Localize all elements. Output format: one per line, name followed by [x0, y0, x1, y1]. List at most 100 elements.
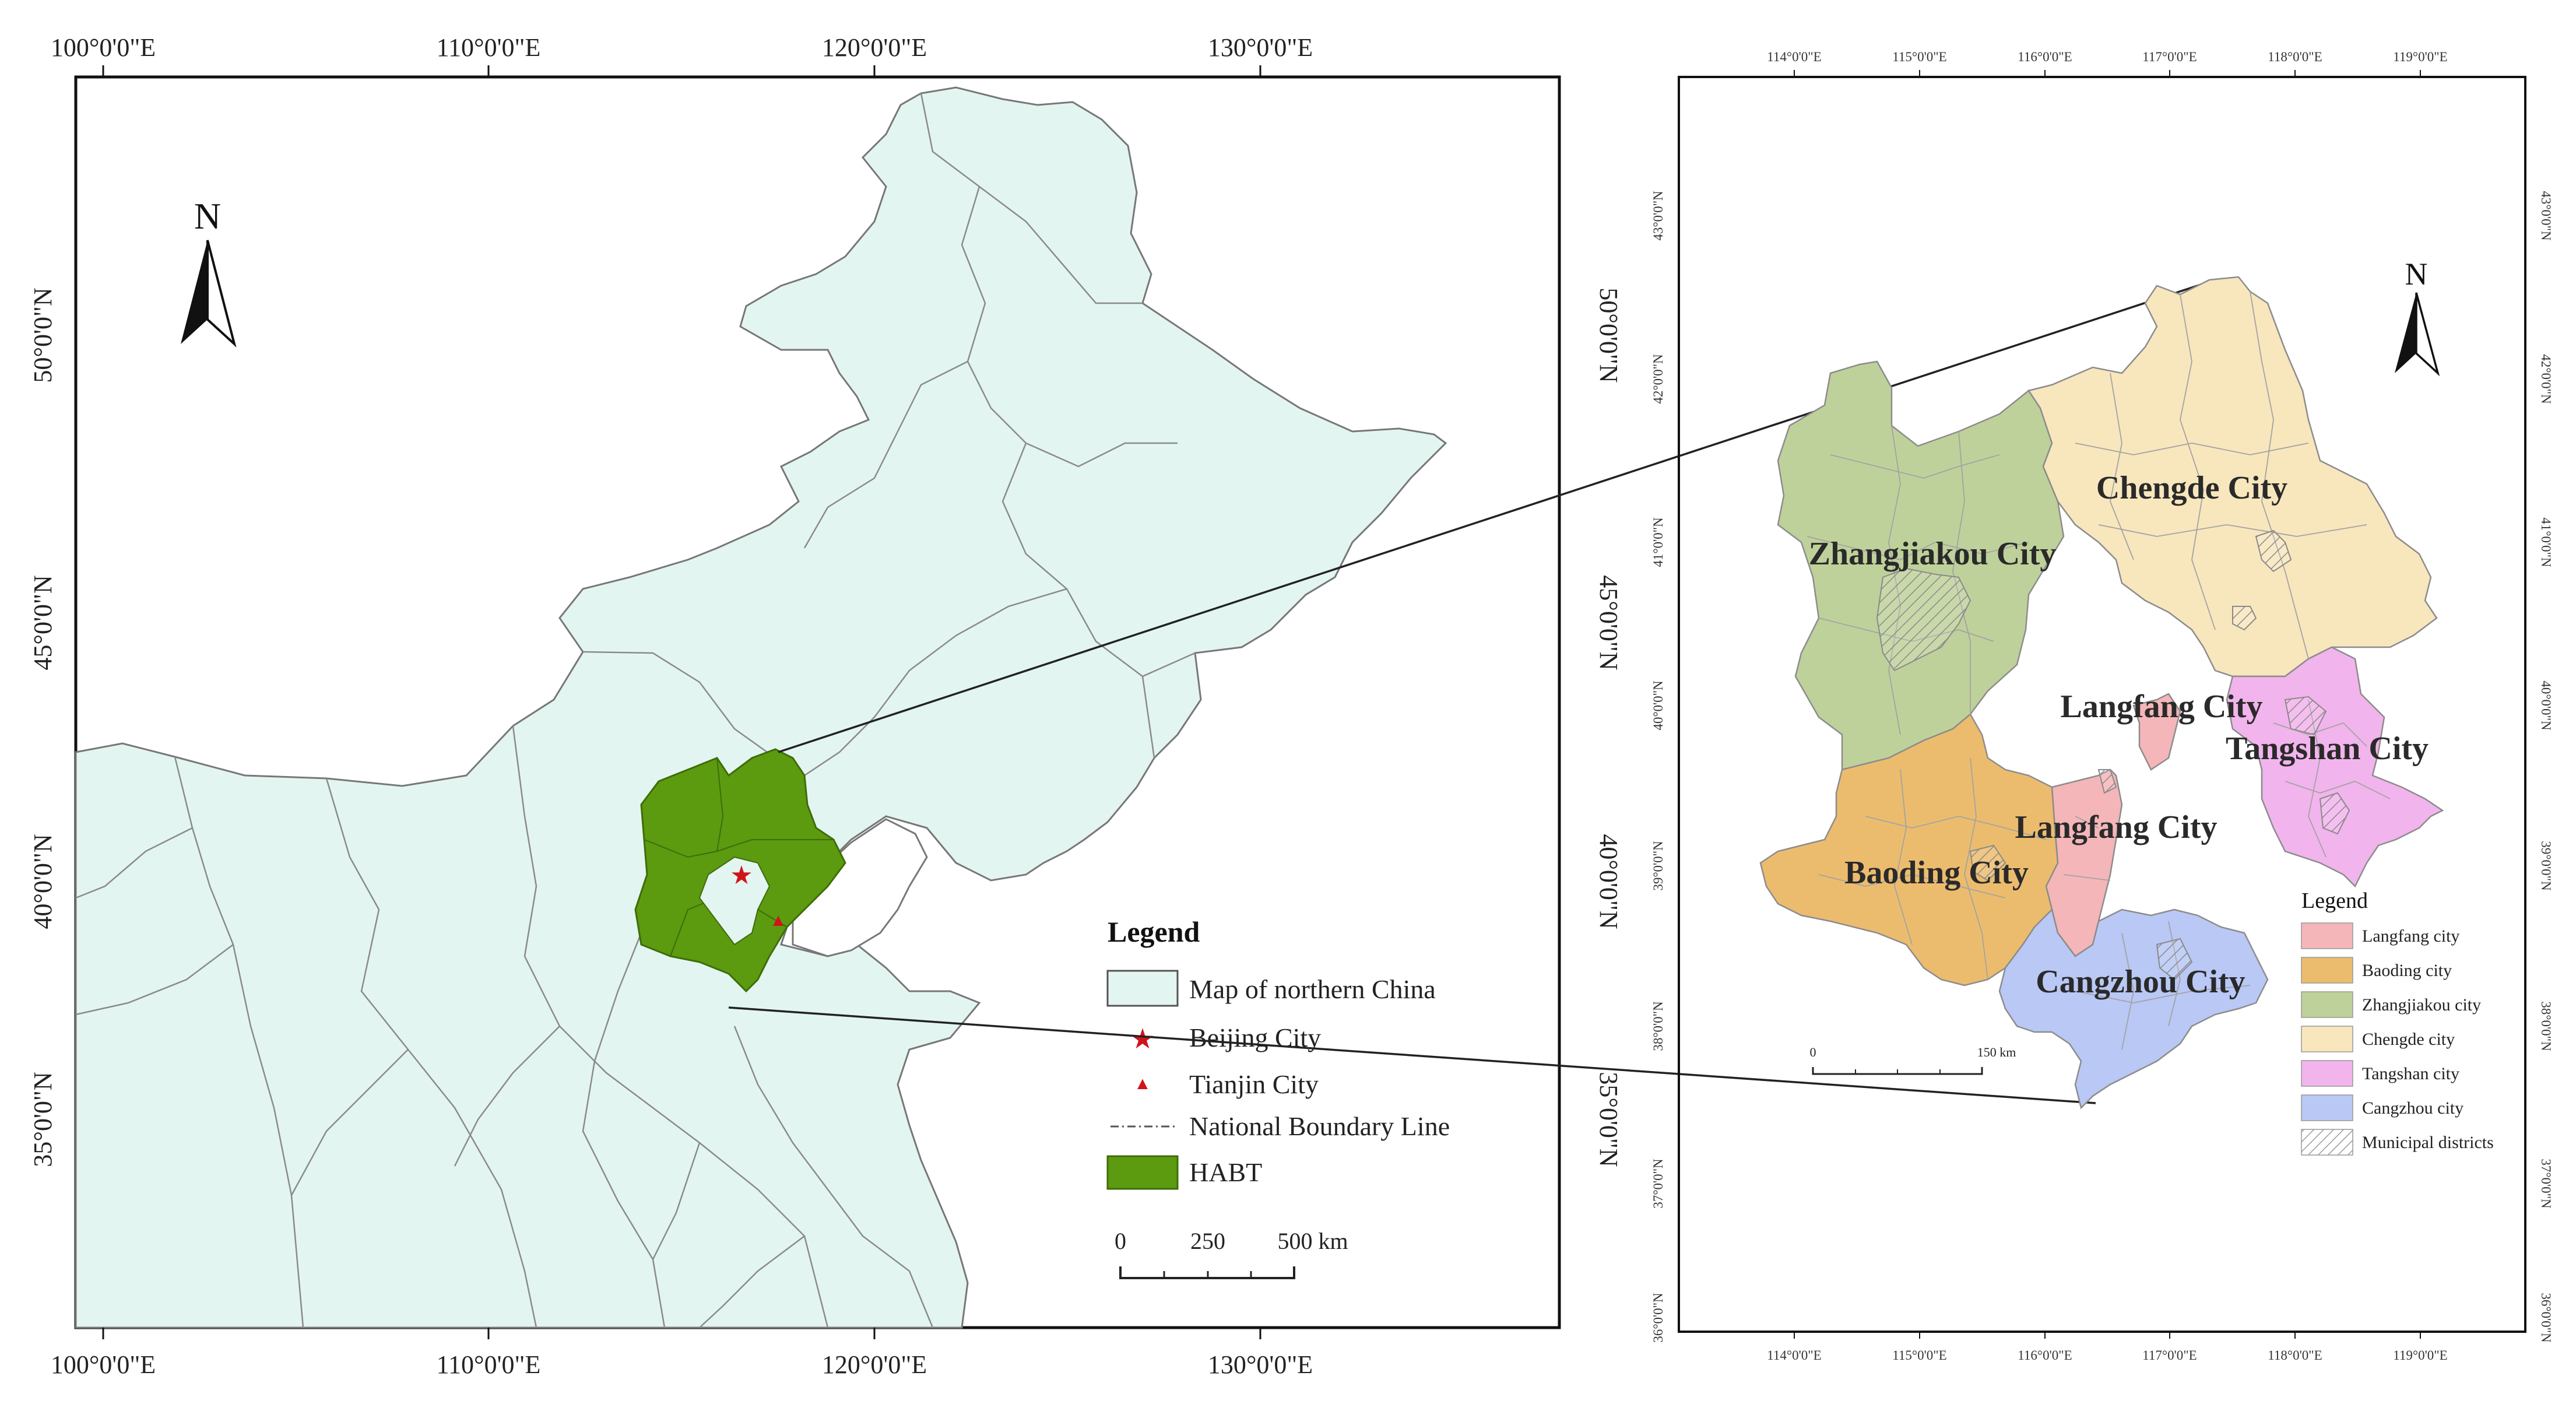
- legend-swatch-cangzhou: [2301, 1094, 2353, 1121]
- right-map-right-lat-labels: 43°0'0"N 42°0'0"N 41°0'0"N 40°0'0"N 39°0…: [2539, 191, 2553, 1343]
- svg-text:250: 250: [1190, 1228, 1225, 1254]
- svg-text:45°0'0"N: 45°0'0"N: [1594, 575, 1623, 670]
- city-labels: Chengde City Zhangjiakou City Langfang C…: [1809, 470, 2429, 1000]
- legend-triangle-icon: ▲: [1134, 1074, 1151, 1093]
- svg-text:118°0'0"E: 118°0'0"E: [2268, 50, 2322, 64]
- svg-text:40°0'0"N: 40°0'0"N: [1594, 834, 1623, 929]
- svg-text:114°0'0"E: 114°0'0"E: [1767, 1348, 1821, 1363]
- north-arrow-left: N: [181, 195, 237, 348]
- legend-label-cangzhou: Cangzhou city: [2362, 1098, 2463, 1118]
- left-legend: Legend Map of northern China ★ Beijing C…: [1106, 915, 1450, 1190]
- svg-text:119°0'0"E: 119°0'0"E: [2393, 50, 2447, 64]
- svg-text:35°0'0"N: 35°0'0"N: [29, 1072, 57, 1167]
- legend-swatch-habt: [1106, 1155, 1179, 1190]
- municipal-districts: [1876, 529, 2350, 981]
- left-top-lon-labels: 100°0'0"E 110°0'0"E 120°0'0"E 130°0'0"E: [51, 33, 1313, 62]
- zhangjiakou-region: [1777, 360, 2065, 771]
- tangshan-region: [2226, 646, 2444, 888]
- svg-text:39°0'0"N: 39°0'0"N: [2539, 841, 2553, 891]
- tianjin-triangle-marker: ▲: [769, 911, 787, 930]
- legend-swatch-zhangjiakou: [2301, 991, 2353, 1018]
- label-langfang-north: Langfang City: [2061, 689, 2263, 725]
- langfang-north-region: [2132, 693, 2181, 771]
- legend-label-langfang: Langfang city: [2362, 926, 2459, 946]
- svg-text:120°0'0"E: 120°0'0"E: [822, 33, 927, 62]
- right-legend-title: Legend: [2301, 889, 2368, 913]
- habt-internal-boundaries: [644, 757, 834, 957]
- svg-text:36°0'0"N: 36°0'0"N: [1651, 1293, 1665, 1343]
- svg-text:40°0'0"N: 40°0'0"N: [1651, 680, 1665, 731]
- svg-text:100°0'0"E: 100°0'0"E: [51, 1350, 156, 1379]
- svg-text:130°0'0"E: 130°0'0"E: [1208, 33, 1313, 62]
- svg-text:40°0'0"N: 40°0'0"N: [29, 834, 57, 929]
- svg-text:43°0'0"N: 43°0'0"N: [2539, 191, 2553, 241]
- cangzhou-region: [1998, 908, 2269, 1110]
- svg-text:45°0'0"N: 45°0'0"N: [29, 575, 57, 670]
- svg-text:40°0'0"N: 40°0'0"N: [2539, 680, 2553, 731]
- legend-label-baoding: Baoding city: [2362, 961, 2452, 980]
- legend-label-municipal-districts: Municipal districts: [2362, 1133, 2494, 1152]
- label-baoding: Baoding City: [1844, 855, 2029, 891]
- left-lat-labels: 50°0'0"N 45°0'0"N 40°0'0"N 35°0'0"N: [29, 287, 57, 1167]
- legend-swatch-northern-china: [1106, 970, 1179, 1007]
- beijing-star-marker: ★: [730, 861, 753, 890]
- svg-text:39°0'0"N: 39°0'0"N: [1651, 841, 1665, 891]
- svg-text:118°0'0"E: 118°0'0"E: [2268, 1348, 2322, 1363]
- svg-text:100°0'0"E: 100°0'0"E: [51, 33, 156, 62]
- legend-label-habt: HABT: [1189, 1157, 1262, 1187]
- right-top-lon-labels: 114°0'0"E 115°0'0"E 116°0'0"E 117°0'0"E …: [1767, 50, 2447, 64]
- svg-text:110°0'0"E: 110°0'0"E: [437, 1350, 541, 1379]
- svg-text:N: N: [194, 195, 221, 237]
- legend-swatch-municipal-districts: [2301, 1129, 2353, 1156]
- svg-text:41°0'0"N: 41°0'0"N: [1651, 517, 1665, 567]
- svg-text:116°0'0"E: 116°0'0"E: [2018, 1348, 2072, 1363]
- legend-label-boundary: National Boundary Line: [1189, 1111, 1450, 1141]
- svg-text:38°0'0"N: 38°0'0"N: [1651, 1001, 1665, 1051]
- svg-text:119°0'0"E: 119°0'0"E: [2393, 1348, 2447, 1363]
- left-bottom-lon-labels: 100°0'0"E 110°0'0"E 120°0'0"E 130°0'0"E: [51, 1350, 1313, 1379]
- bohai-sea: [792, 818, 928, 957]
- svg-text:150 km: 150 km: [1977, 1045, 2016, 1059]
- svg-text:130°0'0"E: 130°0'0"E: [1208, 1350, 1313, 1379]
- beijing-tianjin-area: [698, 856, 771, 946]
- svg-text:0: 0: [1115, 1228, 1126, 1254]
- legend-swatch-langfang: [2301, 922, 2353, 949]
- svg-text:50°0'0"N: 50°0'0"N: [29, 287, 57, 382]
- svg-text:43°0'0"N: 43°0'0"N: [1651, 191, 1665, 241]
- svg-text:41°0'0"N: 41°0'0"N: [2539, 517, 2553, 567]
- svg-text:114°0'0"E: 114°0'0"E: [1767, 50, 1821, 64]
- svg-text:115°0'0"E: 115°0'0"E: [1892, 1348, 1946, 1363]
- svg-text:35°0'0"N: 35°0'0"N: [1594, 1072, 1623, 1167]
- svg-text:120°0'0"E: 120°0'0"E: [822, 1350, 927, 1379]
- legend-label-tianjin: Tianjin City: [1189, 1069, 1319, 1099]
- svg-text:42°0'0"N: 42°0'0"N: [2539, 354, 2553, 404]
- right-map-frame: [1678, 76, 2526, 1333]
- label-cangzhou: Cangzhou City: [2036, 964, 2245, 1000]
- legend-star-icon: ★: [1130, 1024, 1155, 1055]
- province-boundaries: [75, 93, 1196, 1328]
- svg-text:37°0'0"N: 37°0'0"N: [2539, 1159, 2553, 1209]
- north-arrow-right: N: [2395, 257, 2440, 377]
- zoom-connector-lines: [728, 279, 2216, 1104]
- legend-label-northern-china: Map of northern China: [1189, 974, 1436, 1004]
- left-legend-title: Legend: [1108, 915, 1200, 948]
- label-zhangjiakou: Zhangjiakou City: [1809, 536, 2057, 572]
- legend-swatch-chengde: [2301, 1026, 2353, 1052]
- county-boundaries: [1807, 291, 2391, 1050]
- label-langfang-south: Langfang City: [2015, 809, 2217, 845]
- svg-text:50°0'0"N: 50°0'0"N: [1594, 287, 1623, 382]
- right-bottom-lon-labels: 114°0'0"E 115°0'0"E 116°0'0"E 117°0'0"E …: [1767, 1348, 2447, 1363]
- svg-text:0: 0: [1810, 1045, 1816, 1059]
- legend-label-zhangjiakou: Zhangjiakou city: [2362, 995, 2481, 1015]
- svg-text:500 km: 500 km: [1277, 1228, 1348, 1254]
- label-chengde: Chengde City: [2096, 470, 2287, 506]
- svg-text:117°0'0"E: 117°0'0"E: [2142, 50, 2197, 64]
- chengde-region: [2027, 276, 2438, 678]
- right-map: Chengde City Zhangjiakou City Langfang C…: [1651, 50, 2553, 1363]
- label-tangshan: Tangshan City: [2226, 731, 2429, 767]
- right-lat-labels-of-left-map: 50°0'0"N 45°0'0"N 40°0'0"N 35°0'0"N: [1594, 287, 1623, 1167]
- legend-label-tangshan: Tangshan city: [2362, 1064, 2459, 1083]
- right-map-left-lat-labels: 43°0'0"N 42°0'0"N 41°0'0"N 40°0'0"N 39°0…: [1651, 191, 1665, 1343]
- svg-text:117°0'0"E: 117°0'0"E: [2142, 1348, 2197, 1363]
